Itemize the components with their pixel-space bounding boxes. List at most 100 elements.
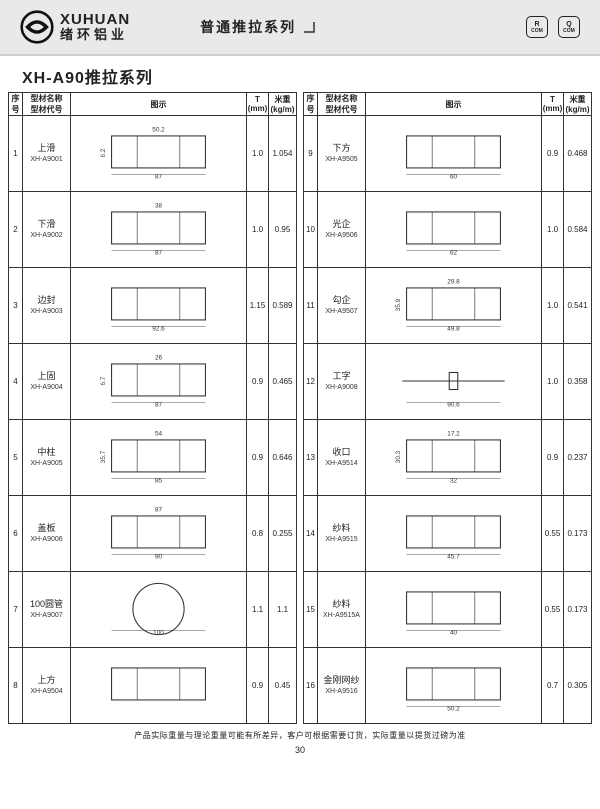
cell-seq: 11 xyxy=(304,268,318,344)
cell-figure: 49.8 29.8 35.9 xyxy=(366,268,542,344)
cert-badge-r: RCOM xyxy=(526,16,548,38)
cell-name: 100圆管XH-A9007 xyxy=(23,572,71,648)
col-seq: 序号 xyxy=(304,93,318,116)
cell-figure: 92.6 xyxy=(71,268,247,344)
cell-w: 0.173 xyxy=(564,572,592,648)
svg-text:85: 85 xyxy=(155,477,163,484)
cell-figure: 90.6 xyxy=(366,344,542,420)
cell-figure: 45.7 xyxy=(366,496,542,572)
col-figure: 图示 xyxy=(71,93,247,116)
cell-name: 收口XH-A9514 xyxy=(318,420,366,496)
cell-figure: 50.2 xyxy=(366,648,542,724)
cell-w: 0.45 xyxy=(269,648,297,724)
cell-figure: 3217.230.3 xyxy=(366,420,542,496)
table-row: 8上方XH-A9504 0.90.45 xyxy=(9,648,297,724)
cell-seq: 9 xyxy=(304,116,318,192)
corner-arrow-icon xyxy=(302,20,316,34)
svg-text:30.3: 30.3 xyxy=(395,450,402,463)
cell-figure: 100 xyxy=(71,572,247,648)
cell-t: 0.9 xyxy=(542,116,564,192)
svg-text:90: 90 xyxy=(155,553,163,560)
col-w: 米重 (kg/m) xyxy=(564,93,592,116)
table-row: 6盖板XH-A900690870.80.255 xyxy=(9,496,297,572)
svg-text:35.9: 35.9 xyxy=(395,298,402,311)
cell-seq: 16 xyxy=(304,648,318,724)
table-row: 9下方XH-A9505600.90.468 xyxy=(304,116,592,192)
table-row: 11勾企XH-A950749.829.835.91.00.541 xyxy=(304,268,592,344)
col-t: T (mm) xyxy=(247,93,269,116)
cell-w: 0.305 xyxy=(564,648,592,724)
svg-text:6.7: 6.7 xyxy=(100,376,107,385)
cell-seq: 8 xyxy=(9,648,23,724)
svg-text:87: 87 xyxy=(155,401,163,408)
cell-t: 0.9 xyxy=(247,420,269,496)
logo-mark-icon xyxy=(20,10,54,44)
cell-figure: 62 xyxy=(366,192,542,268)
svg-text:62: 62 xyxy=(450,249,458,256)
cell-t: 0.7 xyxy=(542,648,564,724)
cell-seq: 13 xyxy=(304,420,318,496)
cell-w: 0.468 xyxy=(564,116,592,192)
cell-t: 1.0 xyxy=(542,192,564,268)
cell-name: 光企XH-A9506 xyxy=(318,192,366,268)
cell-name: 盖板XH-A9006 xyxy=(23,496,71,572)
col-seq: 序号 xyxy=(9,93,23,116)
cell-w: 0.255 xyxy=(269,496,297,572)
cell-t: 1.0 xyxy=(542,268,564,344)
table-row: 15纱料XH-A9515A400.550.173 xyxy=(304,572,592,648)
cell-t: 0.55 xyxy=(542,572,564,648)
svg-text:32: 32 xyxy=(450,477,458,484)
table-row: 1上滑XH-A90018750.26.21.01.054 xyxy=(9,116,297,192)
cell-seq: 6 xyxy=(9,496,23,572)
svg-text:6.2: 6.2 xyxy=(100,148,107,157)
cell-w: 1.054 xyxy=(269,116,297,192)
cell-t: 0.9 xyxy=(247,344,269,420)
svg-text:26: 26 xyxy=(155,354,163,361)
cell-figure: 40 xyxy=(366,572,542,648)
cell-w: 0.237 xyxy=(564,420,592,496)
cell-w: 0.95 xyxy=(269,192,297,268)
svg-text:40: 40 xyxy=(450,629,458,636)
cell-t: 1.1 xyxy=(247,572,269,648)
cell-name: 纱料XH-A9515A xyxy=(318,572,366,648)
cell-figure: 87 26 6.7 xyxy=(71,344,247,420)
cell-figure: 90 87 xyxy=(71,496,247,572)
cell-name: 中柱XH-A9005 xyxy=(23,420,71,496)
table-row: 4上固XH-A900487266.70.90.465 xyxy=(9,344,297,420)
svg-text:100: 100 xyxy=(153,629,164,636)
cell-seq: 3 xyxy=(9,268,23,344)
table-row: 14纱料XH-A951545.70.550.173 xyxy=(304,496,592,572)
col-name: 型材名称型材代号 xyxy=(23,93,71,116)
table-row: 7100圆管XH-A90071001.11.1 xyxy=(9,572,297,648)
col-name: 型材名称型材代号 xyxy=(318,93,366,116)
page-header: XUHUAN 绪环铝业 普通推拉系列 RCOM QCOM xyxy=(0,0,600,56)
cell-t: 0.9 xyxy=(247,648,269,724)
spec-table-right: 序号 型材名称型材代号 图示 T (mm) 米重 (kg/m) 9下方XH-A9… xyxy=(303,92,592,724)
cell-seq: 7 xyxy=(9,572,23,648)
svg-text:29.8: 29.8 xyxy=(447,278,460,285)
cell-seq: 4 xyxy=(9,344,23,420)
table-row: 3边封XH-A900392.61.150.589 xyxy=(9,268,297,344)
svg-text:60: 60 xyxy=(450,173,458,180)
cell-figure: 8750.26.2 xyxy=(71,116,247,192)
cell-name: 上滑XH-A9001 xyxy=(23,116,71,192)
cell-t: 1.0 xyxy=(247,192,269,268)
cell-seq: 1 xyxy=(9,116,23,192)
svg-text:87: 87 xyxy=(155,506,163,513)
cell-seq: 5 xyxy=(9,420,23,496)
col-w: 米重 (kg/m) xyxy=(269,93,297,116)
svg-text:90.6: 90.6 xyxy=(447,401,460,408)
cell-name: 边封XH-A9003 xyxy=(23,268,71,344)
svg-text:49.8: 49.8 xyxy=(447,325,460,332)
svg-text:50.2: 50.2 xyxy=(447,705,460,712)
cell-t: 0.55 xyxy=(542,496,564,572)
cell-name: 上方XH-A9504 xyxy=(23,648,71,724)
cell-w: 0.465 xyxy=(269,344,297,420)
table-row: 10光企XH-A9506621.00.584 xyxy=(304,192,592,268)
spec-tables: 序号 型材名称型材代号 图示 T (mm) 米重 (kg/m) 1上滑XH-A9… xyxy=(0,92,600,724)
table-row: 2下滑XH-A900287381.00.95 xyxy=(9,192,297,268)
cell-w: 0.173 xyxy=(564,496,592,572)
cell-figure xyxy=(71,648,247,724)
cell-t: 1.0 xyxy=(247,116,269,192)
cell-t: 1.15 xyxy=(247,268,269,344)
